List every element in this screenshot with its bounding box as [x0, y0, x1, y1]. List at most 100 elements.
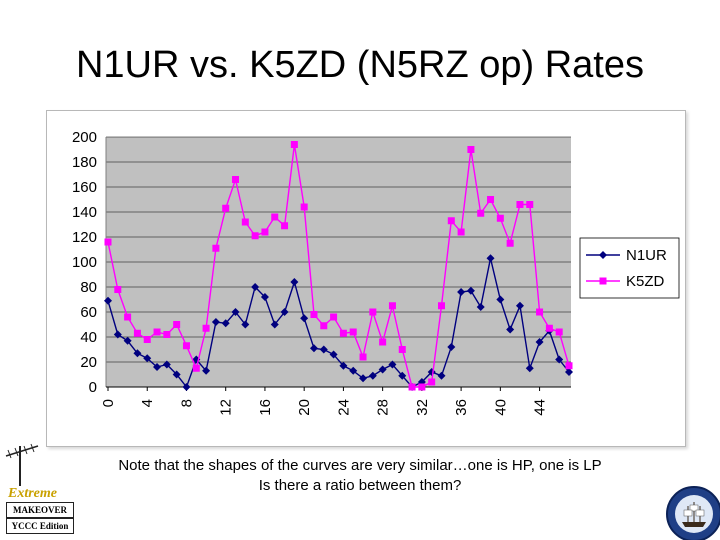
x-tick-label: 32 [414, 399, 431, 416]
data-point-n1ur [290, 278, 299, 286]
data-point-n1ur [280, 308, 289, 316]
data-point-n1ur [398, 371, 407, 380]
data-point-k5zd [388, 302, 396, 310]
data-point-k5zd [281, 222, 289, 230]
logo-line-1: MAKEOVER [6, 502, 74, 518]
data-point-n1ur [349, 366, 358, 375]
y-tick-label: 120 [72, 229, 97, 246]
data-point-n1ur [565, 368, 573, 376]
data-point-k5zd [163, 331, 171, 338]
x-tick-label: 20 [296, 399, 313, 416]
data-point-k5zd [241, 218, 249, 226]
extreme-makeover-logo: Extreme MAKEOVER YCCC Edition [2, 438, 78, 538]
legend-label-k5zd: K5ZD [626, 273, 665, 290]
data-point-n1ur [251, 283, 260, 291]
data-point-n1ur [535, 338, 544, 346]
data-point-k5zd [398, 346, 406, 353]
x-tick-label: 40 [492, 399, 509, 416]
data-point-k5zd [467, 146, 475, 153]
x-tick-label: 44 [532, 399, 549, 416]
data-point-n1ur [388, 360, 397, 369]
data-point-k5zd [251, 232, 259, 240]
data-point-n1ur [525, 364, 534, 373]
data-point-n1ur [309, 344, 318, 353]
logo-line-2: YCCC Edition [6, 518, 74, 534]
data-point-n1ur [368, 371, 377, 380]
y-tick-label: 0 [89, 379, 97, 396]
data-point-n1ur [339, 361, 348, 370]
y-tick-label: 100 [72, 254, 97, 271]
club-seal-logo [666, 486, 720, 540]
data-point-n1ur [329, 350, 338, 359]
data-point-k5zd [212, 244, 220, 252]
data-point-n1ur [241, 320, 250, 329]
data-point-k5zd [477, 209, 485, 217]
data-point-k5zd [516, 201, 524, 208]
y-tick-label: 40 [80, 329, 97, 346]
x-tick-label: 12 [218, 399, 235, 416]
data-point-k5zd [418, 383, 426, 391]
data-point-k5zd [457, 228, 465, 236]
data-point-n1ur [113, 330, 122, 339]
data-point-n1ur [133, 349, 142, 358]
y-tick-label: 20 [80, 354, 97, 371]
data-point-n1ur [515, 301, 524, 310]
y-tick-label: 160 [72, 179, 97, 196]
data-point-k5zd [447, 217, 455, 225]
data-point-k5zd [300, 203, 308, 211]
data-point-k5zd [536, 308, 544, 316]
data-point-k5zd [143, 336, 151, 343]
data-point-k5zd [506, 239, 514, 247]
data-point-n1ur [457, 288, 466, 296]
data-point-n1ur [319, 345, 328, 354]
antenna-icon [5, 443, 39, 486]
data-point-k5zd [496, 214, 504, 222]
data-point-n1ur [447, 343, 456, 351]
data-point-k5zd [359, 353, 367, 361]
data-point-k5zd [320, 322, 328, 330]
data-point-k5zd [202, 324, 210, 332]
data-point-k5zd [330, 313, 338, 321]
data-point-k5zd [349, 328, 357, 336]
data-point-n1ur [466, 286, 475, 295]
x-tick-label: 0 [100, 399, 117, 407]
data-point-k5zd [369, 308, 377, 316]
data-point-n1ur [506, 325, 515, 334]
logo-word: Extreme [8, 486, 57, 501]
data-point-k5zd [408, 383, 416, 391]
data-point-k5zd [339, 329, 347, 337]
data-point-n1ur [172, 370, 181, 379]
data-point-k5zd [428, 378, 436, 386]
x-tick-label: 4 [139, 399, 156, 407]
data-point-n1ur [202, 366, 211, 375]
data-point-k5zd [192, 364, 200, 372]
data-point-n1ur [211, 318, 220, 326]
y-tick-label: 60 [80, 304, 97, 321]
data-point-n1ur [182, 383, 191, 391]
data-point-k5zd [232, 176, 240, 183]
data-point-k5zd [124, 313, 132, 321]
data-point-k5zd [114, 286, 122, 293]
data-point-n1ur [104, 296, 112, 305]
y-tick-label: 140 [72, 204, 97, 221]
data-point-k5zd [487, 196, 495, 203]
data-point-k5zd [261, 228, 269, 236]
data-point-k5zd [173, 321, 181, 328]
data-point-n1ur [270, 320, 279, 329]
note-line-1: Note that the shapes of the curves are v… [118, 457, 602, 474]
data-point-n1ur [496, 295, 505, 304]
legend-marker-k5zd [599, 277, 607, 285]
data-point-k5zd [555, 328, 563, 336]
data-point-k5zd [526, 201, 534, 208]
data-point-n1ur [555, 355, 564, 364]
chart-note: Note that the shapes of the curves are v… [40, 456, 680, 496]
x-tick-label: 16 [257, 399, 274, 416]
rate-chart: 0 20 40 60 80 100 120 140 160 180 200 0 4 8 12 16 20 24 28… [72, 129, 680, 416]
data-point-k5zd [182, 342, 190, 350]
data-point-k5zd [153, 328, 161, 336]
y-tick-label: 80 [80, 279, 97, 296]
legend [579, 237, 680, 299]
data-point-k5zd [271, 213, 279, 221]
x-tick-label: 36 [453, 399, 470, 416]
slide-title: N1UR vs. K5ZD (N5RZ op) Rates [75, 44, 644, 86]
